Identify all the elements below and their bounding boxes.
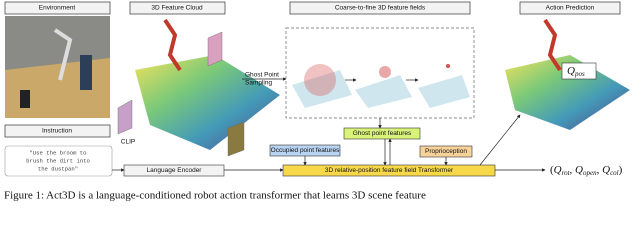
- field-coarse: [292, 70, 352, 108]
- q-pos-box: [561, 62, 597, 80]
- q-pos: Qpos: [567, 65, 585, 78]
- image-feature: [117, 99, 133, 135]
- field-fine: [418, 75, 470, 108]
- robot-arm: [163, 18, 182, 72]
- header-box: [519, 1, 621, 15]
- header: 3D Feature Cloud: [151, 5, 203, 12]
- ghost-box: [343, 127, 421, 140]
- figure: Environment 3D Feature Cloud Coarse-to-f…: [4, 1, 630, 201]
- label: Ghost point features: [353, 130, 412, 137]
- header: Coarse-to-fine 3D feature fields: [335, 5, 426, 12]
- object: [80, 55, 92, 90]
- label: CLIP: [121, 139, 135, 146]
- label: Occupied point features: [271, 147, 340, 154]
- outputs: (Qrot, Qopen, Qcol): [550, 164, 623, 177]
- robot-arm: [543, 18, 562, 72]
- ghost-points: [304, 64, 336, 96]
- header: Environment: [39, 5, 76, 12]
- caption: Figure 1: Act3D is a language-conditione…: [4, 190, 426, 201]
- label: 3D relative-position feature field Trans…: [325, 167, 454, 174]
- object: [20, 90, 30, 108]
- instruction-text: the dustpan": [38, 165, 78, 172]
- instruction-text: "Use the broom to: [29, 149, 86, 156]
- field-mid: [355, 75, 412, 108]
- header-box: [4, 1, 111, 15]
- label: Sampling: [245, 80, 272, 87]
- arrow: [479, 114, 521, 166]
- transformer-box: [282, 164, 496, 177]
- label: Language Encoder: [147, 167, 203, 174]
- header-box: [289, 1, 471, 15]
- label: Ghost Point: [245, 72, 279, 79]
- instruction-box: [4, 145, 113, 177]
- label: Proprioception: [425, 148, 467, 155]
- feature-cloud: [135, 55, 280, 150]
- header: Instruction: [42, 128, 72, 135]
- instruction-text: brush the dirt into: [26, 157, 90, 164]
- ghost-points: [446, 64, 450, 68]
- robot-arm: [53, 28, 73, 81]
- header-box: [4, 124, 111, 138]
- header: Action Prediction: [546, 5, 595, 12]
- header-box: [129, 1, 226, 15]
- image-feature: [207, 31, 223, 67]
- action-field: [505, 55, 630, 130]
- ghost-points: [379, 66, 391, 78]
- image-feature: [227, 121, 245, 157]
